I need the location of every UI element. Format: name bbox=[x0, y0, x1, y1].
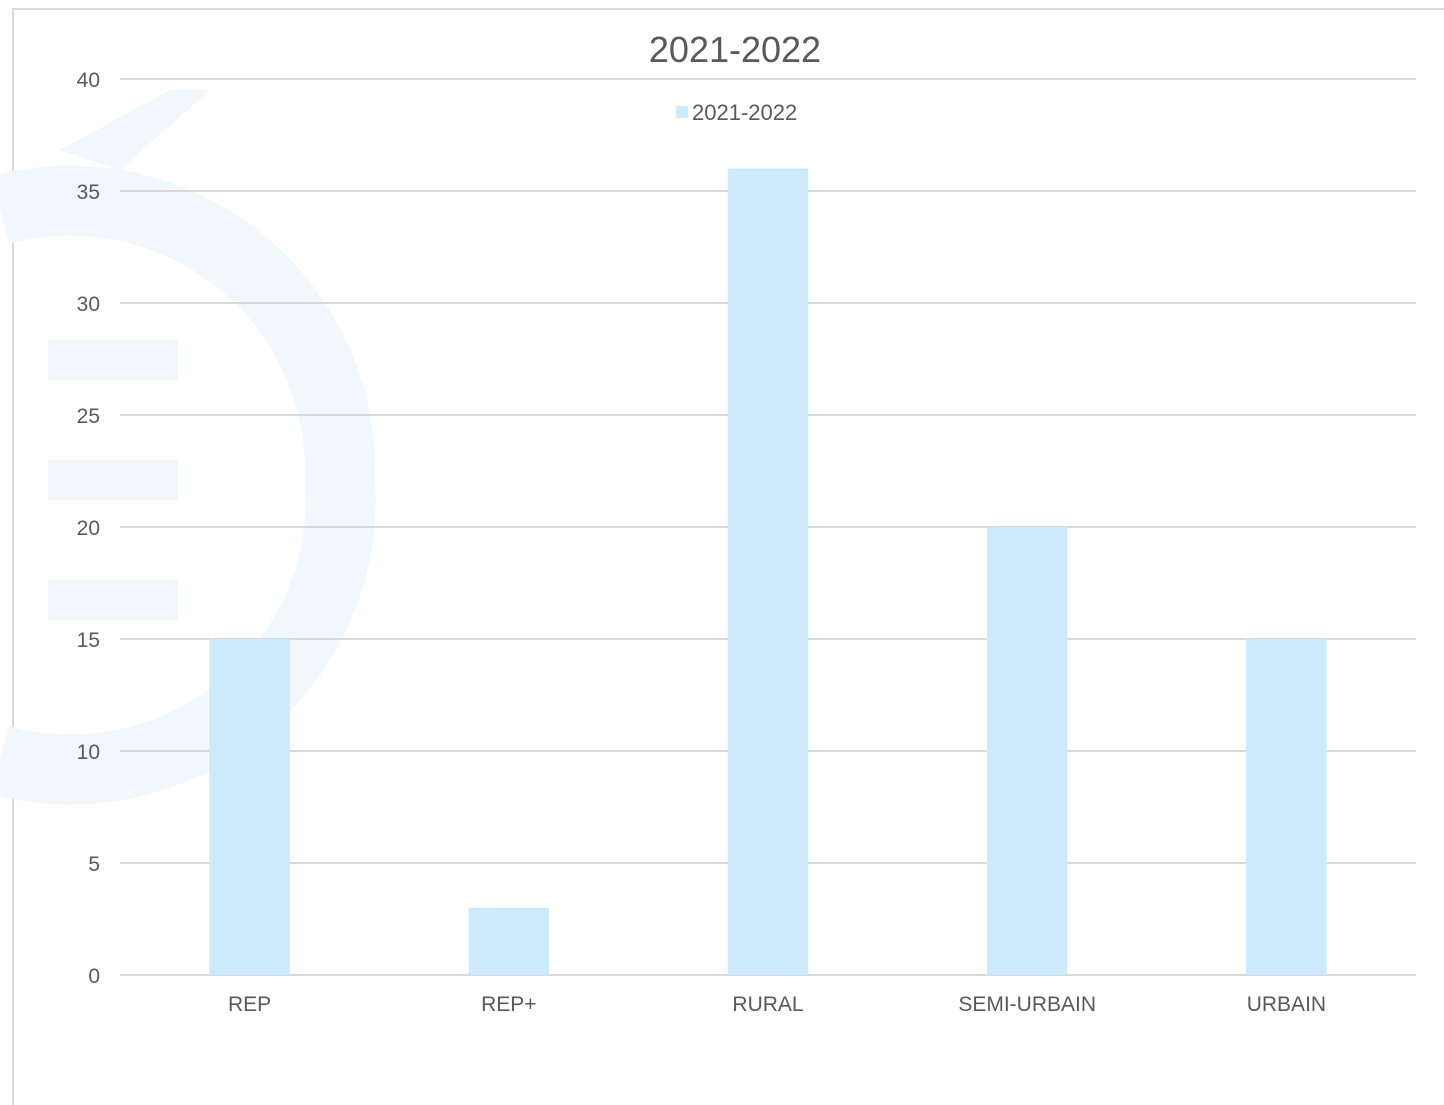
y-tick-label: 35 bbox=[77, 181, 100, 204]
x-tick-label: REP+ bbox=[481, 993, 536, 1016]
bars bbox=[209, 168, 1327, 976]
bar-rural bbox=[727, 168, 809, 976]
bar-urbain bbox=[1246, 639, 1327, 975]
watermark-logo bbox=[0, 90, 376, 805]
x-tick-label: URBAIN bbox=[1247, 993, 1326, 1016]
x-axis-ticks: REP REP+ RURAL SEMI-URBAIN URBAIN bbox=[228, 993, 1326, 1016]
chart-title: 2021-2022 bbox=[649, 29, 821, 70]
chart-frame bbox=[12, 8, 1444, 1105]
y-tick-label: 25 bbox=[77, 405, 100, 428]
x-tick-label: RURAL bbox=[732, 993, 803, 1016]
y-tick-label: 20 bbox=[77, 517, 100, 540]
legend: 2021-2022 bbox=[676, 100, 797, 125]
y-tick-label: 15 bbox=[77, 629, 100, 652]
bar-rep- bbox=[468, 907, 549, 975]
y-tick-label: 0 bbox=[88, 965, 100, 988]
y-tick-label: 10 bbox=[77, 741, 100, 764]
y-tick-label: 30 bbox=[77, 293, 100, 316]
y-tick-label: 40 bbox=[77, 69, 100, 92]
x-tick-label: REP bbox=[228, 993, 271, 1016]
bar-semi-urbain bbox=[987, 527, 1068, 975]
y-axis-ticks: 0 5 10 15 20 25 30 35 40 bbox=[77, 69, 100, 988]
legend-swatch bbox=[676, 106, 688, 118]
bar-rep bbox=[209, 639, 290, 975]
x-tick-label: SEMI-URBAIN bbox=[958, 993, 1096, 1016]
legend-label: 2021-2022 bbox=[692, 100, 797, 125]
y-tick-label: 5 bbox=[88, 853, 100, 876]
